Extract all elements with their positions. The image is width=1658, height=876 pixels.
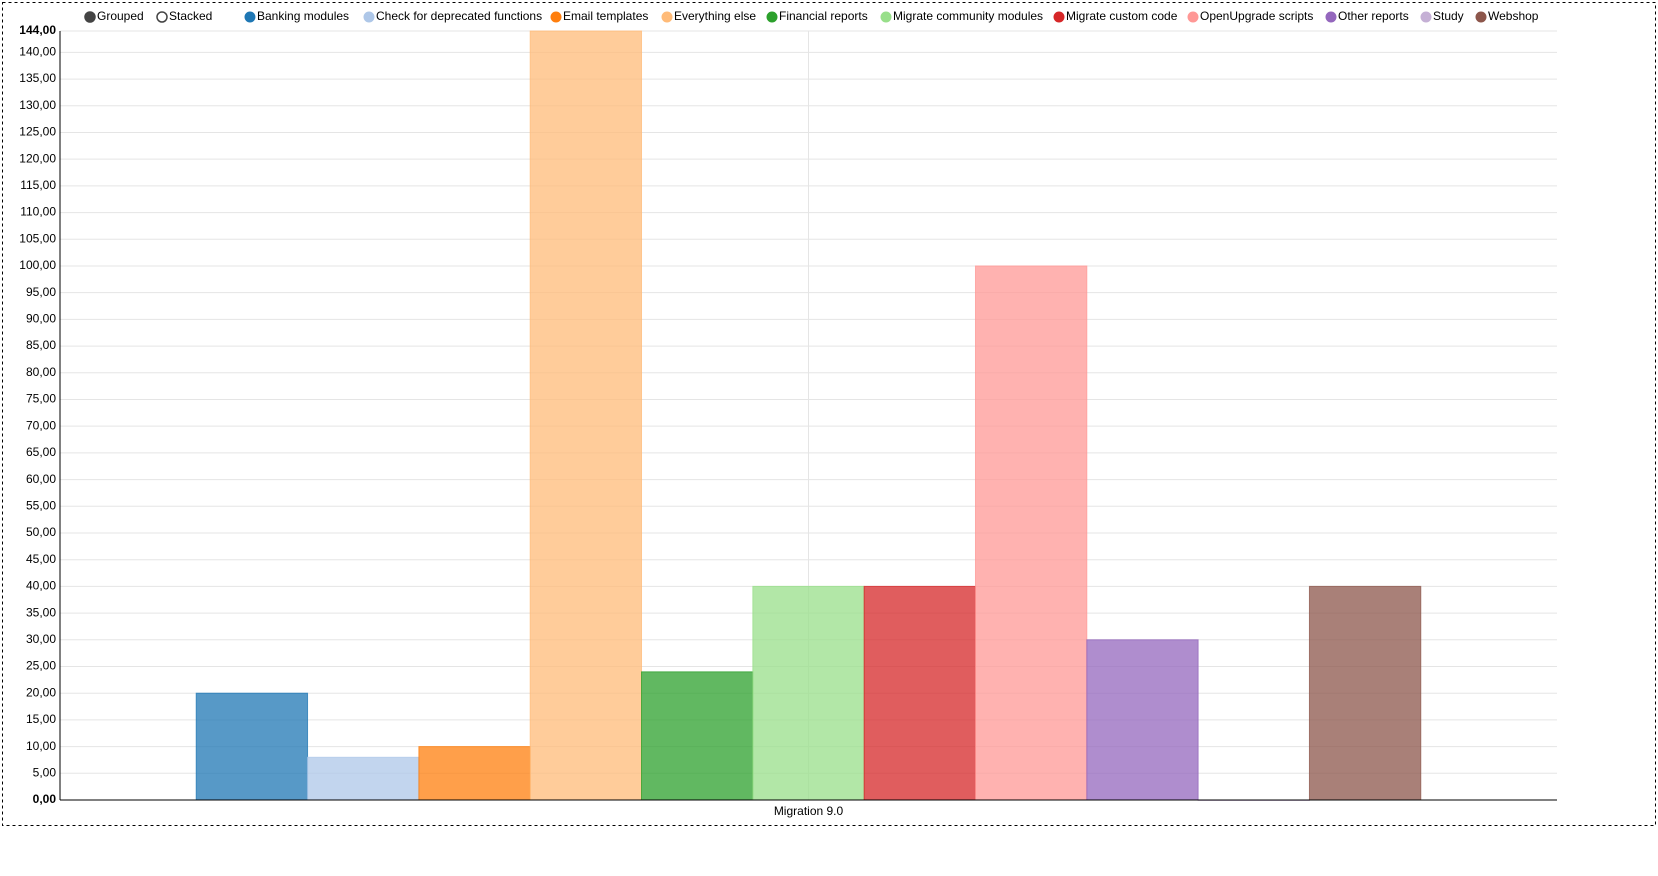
y-tick-label: 15,00 [26, 712, 56, 726]
y-tick-label: 120,00 [19, 151, 56, 165]
y-tick-label: 95,00 [26, 285, 56, 299]
y-tick-label: 115,00 [20, 178, 56, 192]
legend-symbol[interactable] [363, 11, 375, 23]
legend-label[interactable]: Check for deprecated functions [376, 9, 542, 23]
y-tick-label: 55,00 [26, 498, 56, 512]
y-tick-label: 35,00 [26, 605, 56, 619]
legend-symbol[interactable] [1187, 11, 1199, 23]
legend-label[interactable]: Email templates [563, 9, 648, 23]
y-tick-label: 90,00 [26, 312, 56, 326]
legend-label[interactable]: Migrate custom code [1066, 9, 1178, 23]
bar [195, 692, 309, 801]
legend-label[interactable]: Study [1433, 9, 1464, 23]
legend-symbol[interactable] [661, 11, 673, 23]
legend-label[interactable]: Financial reports [779, 9, 868, 23]
y-tick-label: 60,00 [26, 472, 56, 486]
bar [1086, 639, 1199, 801]
legend-control-symbol[interactable] [84, 11, 96, 23]
bar [974, 265, 1088, 801]
y-tick-label: 100,00 [19, 258, 56, 272]
y-tick-label: 70,00 [26, 418, 56, 432]
y-tick-label: 130,00 [19, 98, 56, 112]
legend-label[interactable]: OpenUpgrade scripts [1200, 9, 1313, 23]
legend-symbol[interactable] [550, 11, 562, 23]
y-tick-label: 125,00 [19, 125, 56, 139]
legend-label[interactable]: Banking modules [257, 9, 349, 23]
legend-symbol[interactable] [880, 11, 892, 23]
y-tick-label: 45,00 [26, 552, 56, 566]
bar [752, 585, 865, 801]
y-tick-label: 105,00 [19, 231, 56, 245]
legend-label[interactable]: Other reports [1338, 9, 1409, 23]
y-tick-label: 65,00 [26, 445, 56, 459]
legend-symbol[interactable] [244, 11, 256, 23]
legend-control-label[interactable]: Stacked [169, 9, 212, 23]
x-tick-label: Migration 9.0 [774, 804, 844, 818]
y-tick-label: 0,00 [33, 792, 57, 806]
bar [529, 30, 643, 801]
y-tick-label: 5,00 [33, 765, 57, 779]
legend-label[interactable]: Everything else [674, 9, 756, 23]
y-tick-label: 80,00 [26, 365, 56, 379]
y-tick-label: 40,00 [26, 579, 56, 593]
bar [1308, 585, 1422, 801]
y-tick-label: 144,00 [19, 23, 56, 37]
y-tick-label: 135,00 [19, 71, 56, 85]
bar [863, 585, 976, 801]
y-tick-label: 75,00 [26, 392, 56, 406]
y-tick-label: 140,00 [19, 45, 56, 59]
legend-symbol[interactable] [1053, 11, 1065, 23]
legend-symbol[interactable] [1420, 11, 1432, 23]
legend-symbol[interactable] [1475, 11, 1487, 23]
chart-border [2, 2, 1656, 826]
bar [418, 746, 531, 801]
legend-symbol[interactable] [766, 11, 778, 23]
legend-control-symbol[interactable] [156, 11, 168, 23]
legend-label[interactable]: Migrate community modules [893, 9, 1043, 23]
y-tick-label: 25,00 [26, 659, 56, 673]
y-tick-label: 110,00 [20, 205, 56, 219]
legend-label[interactable]: Webshop [1488, 9, 1539, 23]
y-tick-label: 30,00 [26, 632, 56, 646]
legend-control-label[interactable]: Grouped [97, 9, 144, 23]
y-tick-label: 85,00 [26, 338, 56, 352]
bar [307, 756, 420, 801]
y-tick-label: 20,00 [26, 685, 56, 699]
y-tick-label: 10,00 [26, 739, 56, 753]
legend-symbol[interactable] [1325, 11, 1337, 23]
bar [641, 671, 754, 801]
y-tick-label: 50,00 [26, 525, 56, 539]
